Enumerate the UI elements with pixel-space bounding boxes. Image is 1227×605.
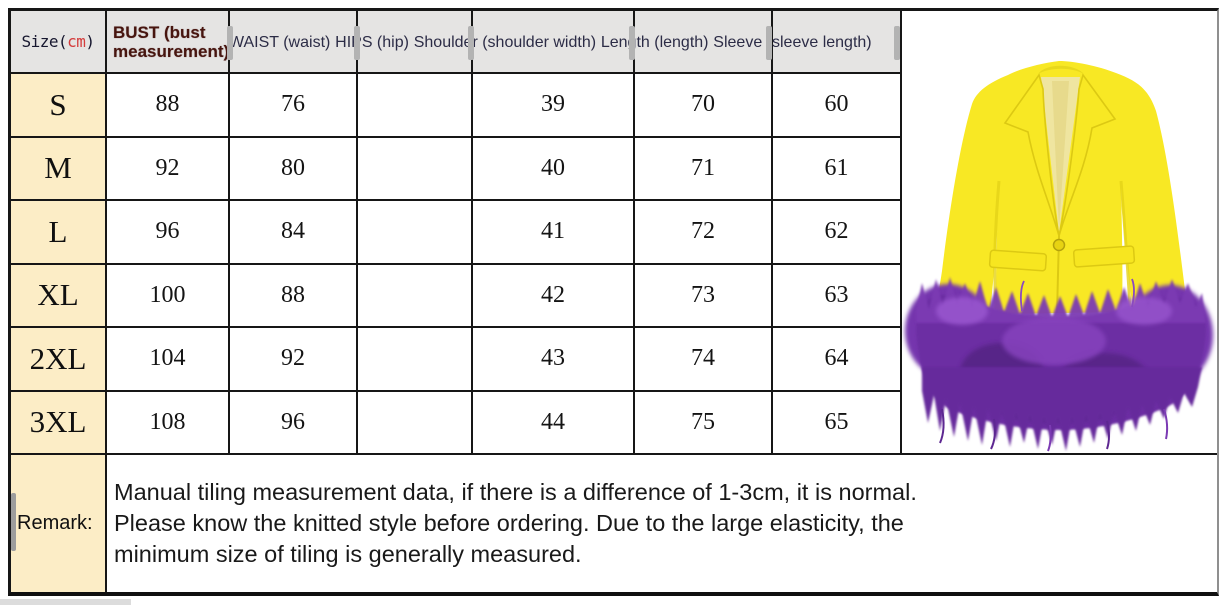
cell-m-length: 71: [635, 137, 773, 201]
cell-2xl-hips: [358, 328, 473, 392]
remark-label: Remark:: [11, 455, 107, 592]
remark-line-3: minimum size of tiling is generally meas…: [114, 541, 582, 567]
header-cell-hips: [358, 11, 473, 74]
cell-s-shoulder: 39: [473, 74, 635, 138]
blazer-body: [935, 61, 1187, 314]
blazer-button: [1052, 238, 1066, 252]
size-label-2xl: 2XL: [11, 328, 107, 392]
size-label-m: M: [11, 137, 107, 201]
cell-3xl-waist: 96: [230, 391, 358, 455]
header-scrollbar-thumb[interactable]: [468, 26, 474, 60]
header-cell-waist: [230, 11, 358, 74]
remark-line-2: Please know the knitted style before ord…: [114, 510, 904, 536]
cell-m-waist: 80: [230, 137, 358, 201]
remark-body: Manual tiling measurement data, if there…: [107, 455, 1217, 592]
cell-s-bust: 88: [107, 74, 230, 138]
cell-xl-length: 73: [635, 264, 773, 328]
cell-3xl-bust: 108: [107, 391, 230, 455]
cell-l-shoulder: 41: [473, 201, 635, 265]
cell-2xl-length: 74: [635, 328, 773, 392]
fur-trim: [905, 277, 1213, 452]
header-cell-length: [635, 11, 773, 74]
header-scrollbar-thumb[interactable]: [354, 26, 360, 60]
header-cell-size: Size(cm): [11, 11, 107, 74]
cell-s-sleeve: 60: [773, 74, 902, 138]
cell-s-length: 70: [635, 74, 773, 138]
cell-l-length: 72: [635, 201, 773, 265]
cell-l-waist: 84: [230, 201, 358, 265]
remark-scrollbar-thumb[interactable]: [11, 493, 16, 551]
cell-l-sleeve: 62: [773, 201, 902, 265]
header-scrollbar-thumb[interactable]: [894, 26, 900, 60]
size-chart-table: Size(cm) BUST (bust measurement): [8, 8, 1219, 596]
cell-2xl-sleeve: 64: [773, 328, 902, 392]
cell-2xl-shoulder: 43: [473, 328, 635, 392]
header-scrollbar-thumb[interactable]: [227, 26, 233, 60]
cell-m-shoulder: 40: [473, 137, 635, 201]
cell-3xl-sleeve: 65: [773, 391, 902, 455]
cell-2xl-waist: 92: [230, 328, 358, 392]
cell-3xl-hips: [358, 391, 473, 455]
cell-xl-shoulder: 42: [473, 264, 635, 328]
cell-3xl-length: 75: [635, 391, 773, 455]
bust-header-label: BUST (bust measurement): [113, 23, 230, 61]
size-label-xl: XL: [11, 264, 107, 328]
size-label-3xl: 3XL: [11, 391, 107, 455]
cell-3xl-shoulder: 44: [473, 391, 635, 455]
cell-l-bust: 96: [107, 201, 230, 265]
left-pocket-flap: [988, 249, 1048, 272]
header-cell-bust: BUST (bust measurement): [107, 11, 230, 74]
size-label-s: S: [11, 74, 107, 138]
cell-l-hips: [358, 201, 473, 265]
header-scrollbar-thumb[interactable]: [629, 26, 635, 60]
bottom-edge-artifact: [0, 599, 131, 605]
cell-xl-hips: [358, 264, 473, 328]
cell-xl-bust: 100: [107, 264, 230, 328]
cell-2xl-bust: 104: [107, 328, 230, 392]
right-lapel: [1058, 73, 1117, 237]
product-photo-cell: [902, 11, 1217, 455]
header-scrollbar-thumb[interactable]: [766, 26, 772, 60]
size-header-prefix: Size(: [21, 32, 68, 51]
size-header-unit: cm: [67, 32, 86, 51]
size-label-l: L: [11, 201, 107, 265]
cell-s-waist: 76: [230, 74, 358, 138]
product-photo-yellow-blazer: [905, 61, 1213, 452]
cell-s-hips: [358, 74, 473, 138]
cell-xl-sleeve: 63: [773, 264, 902, 328]
cell-m-bust: 92: [107, 137, 230, 201]
header-cell-shoulder: [473, 11, 635, 74]
remark-line-1: Manual tiling measurement data, if there…: [114, 479, 917, 505]
cell-m-hips: [358, 137, 473, 201]
right-pocket-flap: [1072, 245, 1136, 268]
size-header-suffix: ): [85, 32, 95, 51]
header-cell-sleeve: [773, 11, 902, 74]
cell-m-sleeve: 61: [773, 137, 902, 201]
cell-xl-waist: 88: [230, 264, 358, 328]
